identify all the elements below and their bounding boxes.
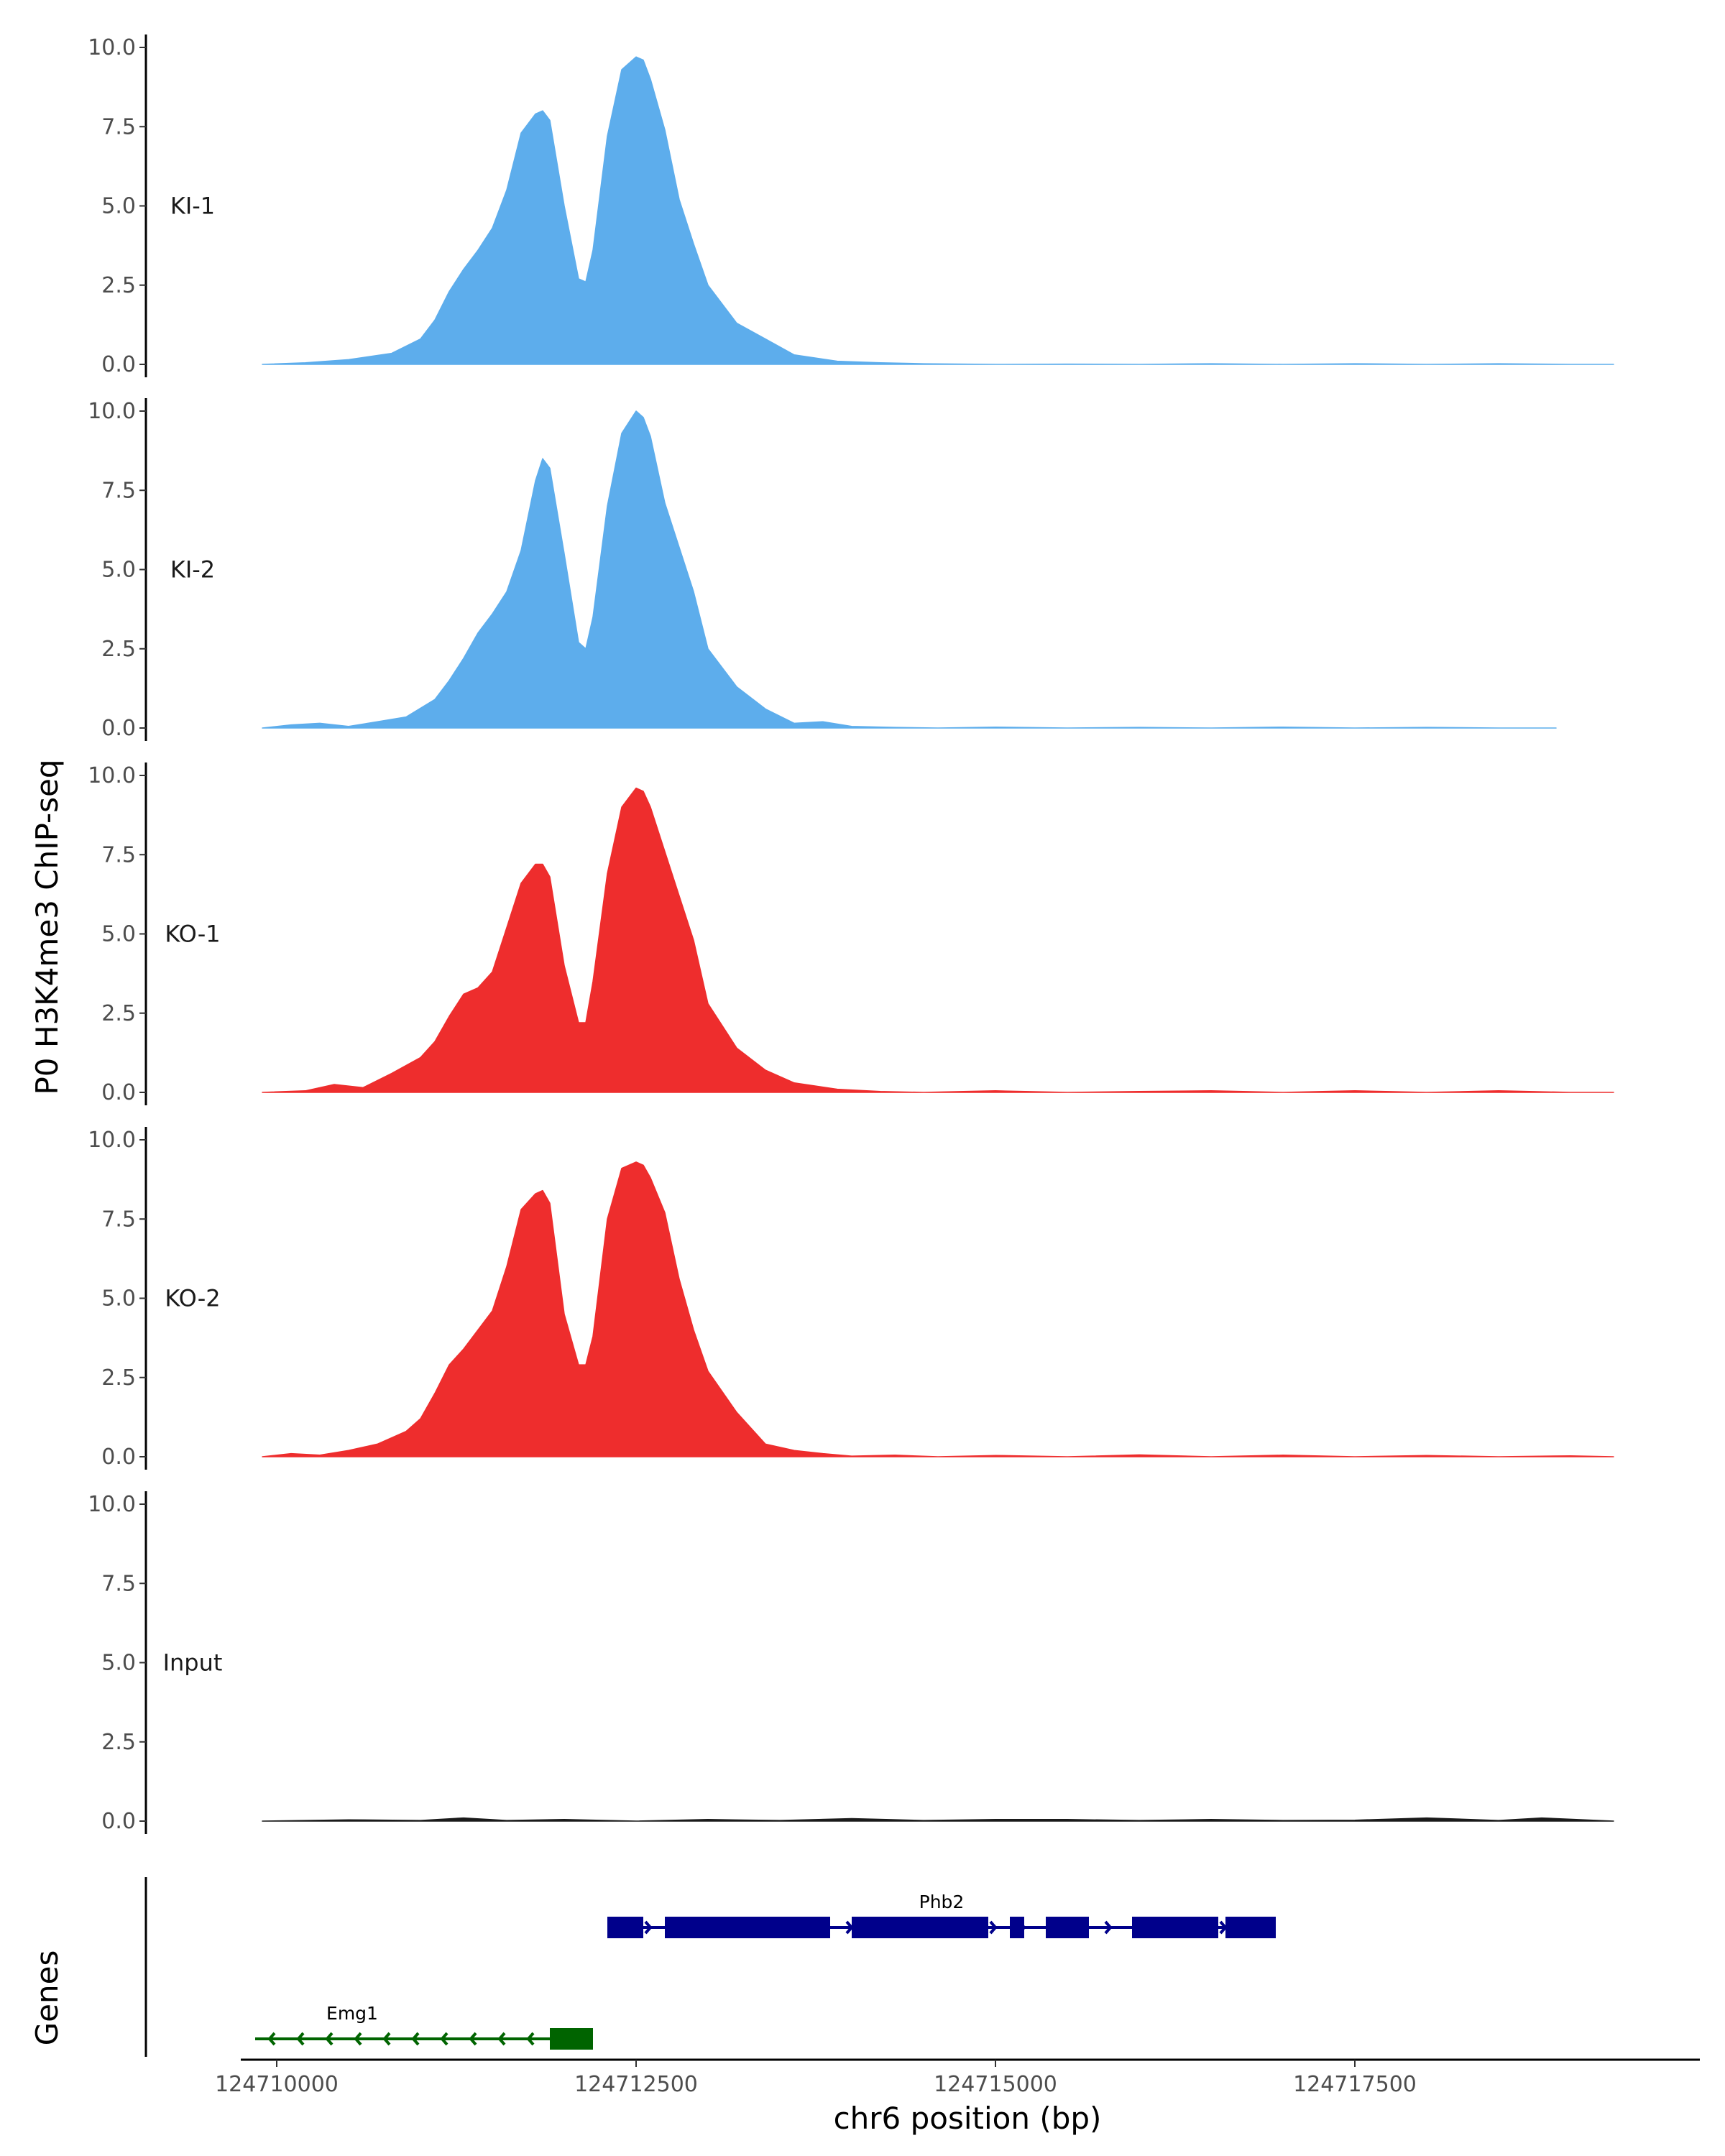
track-label: KI-2: [170, 556, 215, 584]
strand-arrow: [382, 2032, 391, 2046]
signal-area: [262, 1817, 1614, 1822]
y-tick-label: 0.0: [101, 1080, 136, 1105]
strand-arrow: [354, 2032, 362, 2046]
signal-area: [262, 787, 1614, 1093]
strand-arrow: [497, 2032, 506, 2046]
exon: [1225, 1917, 1276, 1938]
strand-arrow: [1104, 1920, 1113, 1935]
y-tick-label: 0.0: [101, 1809, 136, 1834]
track-ki-2: 0.0 2.5 5.0 7.5 10.0 KI-2: [88, 398, 1557, 741]
y-tick-label: 5.0: [101, 1286, 136, 1312]
y-tick-label: 5.0: [101, 194, 136, 219]
y-tick-label: 0.0: [101, 716, 136, 741]
gene-label: Phb2: [919, 1892, 965, 1912]
y-tick-label: 10.0: [88, 763, 136, 788]
y-tick-label: 10.0: [88, 1128, 136, 1153]
y-tick-label: 2.5: [101, 1365, 136, 1391]
y-tick-label: 7.5: [101, 114, 136, 139]
strand-arrow: [526, 2032, 535, 2046]
y-tick-label: 10.0: [88, 1492, 136, 1517]
gene-track: Phb2 Emg1: [144, 1877, 1276, 2057]
exon: [730, 1917, 830, 1938]
y-tick-label: 2.5: [101, 1730, 136, 1755]
y-tick-label: 7.5: [101, 842, 136, 867]
track-ko-2: 0.0 2.5 5.0 7.5 10.0 KO-2: [88, 1127, 1614, 1470]
x-tick-label: 124712500: [574, 2072, 698, 2097]
gene-phb2: Phb2: [607, 1892, 1276, 1938]
y-tick-label: 2.5: [101, 637, 136, 662]
signal-area: [262, 1161, 1614, 1457]
exon: [852, 1917, 988, 1938]
x-axis: 124710000 124712500 124715000 124717500: [215, 2058, 1700, 2097]
y-tick-label: 10.0: [88, 35, 136, 60]
track-ki-1: 0.0 2.5 5.0 7.5 10.0 KI-1: [88, 34, 1614, 377]
y-tick-label: 2.5: [101, 1001, 136, 1026]
strand-arrow: [469, 2032, 477, 2046]
y-axis-title: P0 H3K4me3 ChIP-seq: [29, 759, 65, 1095]
signal-area: [262, 56, 1614, 365]
x-tick-label: 124717500: [1293, 2072, 1417, 2097]
strand-arrow: [325, 2032, 334, 2046]
y-tick-label: 7.5: [101, 478, 136, 503]
track-label: KO-2: [165, 1285, 220, 1312]
strand-arrow: [411, 2032, 420, 2046]
strand-arrow: [989, 1920, 998, 1935]
x-tick-label: 124710000: [215, 2072, 339, 2097]
exon: [1132, 1917, 1218, 1938]
y-tick-label: 2.5: [101, 273, 136, 298]
exon: [550, 2028, 593, 2050]
track-input: 0.0 2.5 5.0 7.5 10.0 Input: [88, 1491, 1614, 1834]
signal-tracks: 0.0 2.5 5.0 7.5 10.0 KI-1 0.0 2.5 5.0 7.5 10.0 KI-2…: [88, 34, 1614, 1834]
track-label: KO-1: [165, 921, 220, 948]
signal-area: [262, 410, 1557, 729]
strand-arrow: [644, 1920, 653, 1935]
strand-arrow: [296, 2032, 305, 2046]
track-ko-1: 0.0 2.5 5.0 7.5 10.0 KO-1: [88, 763, 1614, 1105]
gene-track-title: Genes: [29, 1950, 65, 2046]
x-tick-label: 124715000: [934, 2072, 1057, 2097]
strand-arrow: [267, 2032, 276, 2046]
track-label: Input: [163, 1649, 223, 1677]
gene-emg1: Emg1: [255, 2003, 593, 2050]
strand-arrow: [440, 2032, 448, 2046]
exon: [1010, 1917, 1024, 1938]
gene-label: Emg1: [326, 2003, 378, 2024]
y-tick-label: 5.0: [101, 558, 136, 583]
y-tick-label: 0.0: [101, 1445, 136, 1470]
x-axis-title: chr6 position (bp): [834, 2101, 1102, 2136]
exon: [665, 1917, 730, 1938]
y-tick-label: 7.5: [101, 1571, 136, 1596]
exon: [1046, 1917, 1089, 1938]
track-label: KI-1: [170, 193, 215, 220]
y-tick-label: 10.0: [88, 399, 136, 424]
y-tick-label: 5.0: [101, 922, 136, 947]
y-tick-label: 5.0: [101, 1651, 136, 1676]
exon: [607, 1917, 643, 1938]
y-tick-label: 0.0: [101, 352, 136, 377]
y-tick-label: 7.5: [101, 1207, 136, 1232]
